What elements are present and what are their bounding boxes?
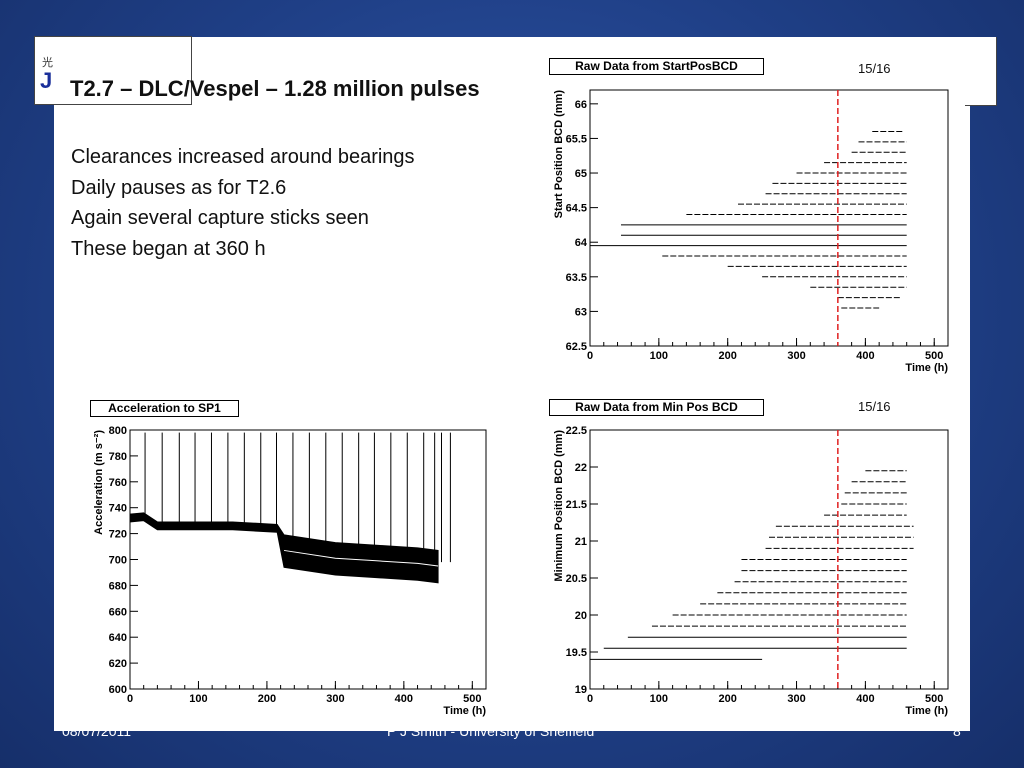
bullet-item: Again several capture sticks seen <box>71 207 369 229</box>
x-tick-label: 200 <box>719 693 737 705</box>
chart-title-accel: Acceleration to SP1 <box>90 400 239 417</box>
x-tick-label: 300 <box>326 693 344 705</box>
x-tick-label: 200 <box>258 693 276 705</box>
y-tick-label: 620 <box>109 658 127 670</box>
footer-date: 08/07/2011 <box>62 723 132 739</box>
x-tick-label: 0 <box>587 350 593 362</box>
y-tick-label: 22 <box>575 462 587 474</box>
y-axis-label: Start Position BCD (mm) <box>553 90 565 219</box>
y-tick-label: 65.5 <box>566 133 587 145</box>
x-tick-label: 0 <box>127 693 133 705</box>
y-tick-label: 64.5 <box>566 203 587 215</box>
y-axis-label: Minimum Position BCD (mm) <box>553 430 565 582</box>
y-tick-label: 65 <box>575 168 587 180</box>
x-tick-label: 500 <box>925 350 943 362</box>
y-tick-label: 63 <box>575 306 587 318</box>
y-tick-label: 22.5 <box>566 425 587 437</box>
header-band-edge <box>965 37 997 106</box>
y-tick-label: 700 <box>109 555 127 567</box>
y-tick-label: 19 <box>575 684 587 696</box>
logo <box>34 36 192 105</box>
data-band <box>129 512 439 584</box>
y-tick-label: 63.5 <box>566 272 587 284</box>
y-tick-label: 800 <box>109 425 127 437</box>
footer-page-number: 8 <box>953 723 961 739</box>
slide-title: T2.7 – DLC/Vespel – 1.28 million pulses <box>70 76 480 101</box>
x-tick-label: 100 <box>189 693 207 705</box>
bullet-item: These began at 360 h <box>71 237 266 260</box>
x-axis-label: Time (h) <box>905 362 948 374</box>
y-tick-label: 660 <box>109 606 127 618</box>
footer-author: P J Smith - University of Sheffield <box>387 723 595 739</box>
chart-startpos: 0 100 200 300 400 500 62.5 63 63.5 64 64.5 65 65.5 66… <box>553 89 949 374</box>
x-tick-label: 500 <box>463 693 481 705</box>
y-tick-label: 740 <box>109 503 127 515</box>
y-tick-label: 680 <box>109 580 127 592</box>
y-tick-label: 64 <box>575 237 588 249</box>
x-axis-label: Time (h) <box>443 705 486 717</box>
x-tick-label: 300 <box>787 350 805 362</box>
x-tick-label: 100 <box>650 693 668 705</box>
x-axis-label: Time (h) <box>905 705 948 717</box>
data-midline <box>283 549 439 567</box>
page-note-top: 15/16 <box>858 61 891 76</box>
x-tick-label: 200 <box>719 350 737 362</box>
chart-title-minpos: Raw Data from Min Pos BCD <box>549 399 764 416</box>
svg-text:光: 光 <box>42 55 53 69</box>
x-tick-label: 500 <box>925 693 943 705</box>
chart-accel: 0 100 200 300 400 500 600 620 640 660 680 700 720 740… <box>93 425 487 717</box>
bullet-item: Clearances increased around bearings <box>71 146 415 168</box>
x-tick-label: 0 <box>587 693 593 705</box>
y-tick-label: 20 <box>575 610 587 622</box>
x-tick-label: 400 <box>856 693 874 705</box>
x-tick-label: 100 <box>650 350 668 362</box>
y-tick-label: 21 <box>575 536 587 548</box>
bullet-item: Daily pauses as for T2.6 <box>71 176 287 199</box>
y-tick-label: 20.5 <box>566 573 587 585</box>
y-tick-label: 21.5 <box>566 499 587 511</box>
y-tick-label: 640 <box>109 632 127 644</box>
university-logo-icon: 光 J <box>40 55 53 93</box>
x-tick-label: 300 <box>787 693 805 705</box>
chart-title-startpos: Raw Data from StartPosBCD <box>549 58 764 75</box>
page-note-bottom: 15/16 <box>858 399 891 414</box>
y-tick-label: 66 <box>575 99 587 111</box>
y-tick-label: 760 <box>109 477 127 489</box>
y-axis-label: Acceleration (m s⁻²) <box>93 430 105 535</box>
x-tick-label: 400 <box>395 693 413 705</box>
y-tick-label: 780 <box>109 451 127 463</box>
chart-minpos: 0 100 200 300 400 500 19 19.5 20 20.5 21 21.5 22 22.5… <box>553 425 949 717</box>
y-tick-label: 19.5 <box>566 647 587 659</box>
y-tick-label: 600 <box>109 684 127 696</box>
bullet-list: Clearances increased around bearings Dai… <box>71 142 415 264</box>
y-tick-label: 62.5 <box>566 341 587 353</box>
x-tick-label: 400 <box>856 350 874 362</box>
y-tick-label: 720 <box>109 529 127 541</box>
svg-text:J: J <box>40 68 52 93</box>
plot-frame <box>589 89 949 347</box>
